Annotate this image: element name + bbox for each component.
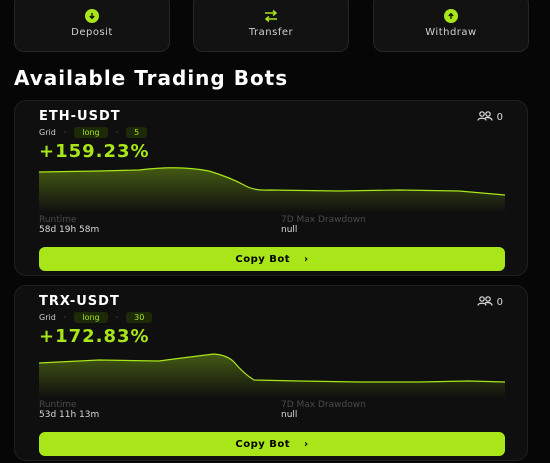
direction-tag: long bbox=[74, 312, 108, 323]
copy-bot-button[interactable]: Copy Bot › bbox=[39, 432, 505, 456]
drawdown-value: null bbox=[281, 225, 298, 235]
separator-dot: · bbox=[115, 128, 119, 137]
return-percentage: +159.23% bbox=[39, 141, 150, 162]
runtime-value: 58d 19h 58m bbox=[39, 225, 100, 235]
copiers-value: 0 bbox=[496, 297, 503, 308]
sparkline-line bbox=[39, 353, 505, 383]
copiers-value: 0 bbox=[496, 112, 503, 123]
chevron-right-icon: › bbox=[304, 438, 309, 450]
leverage-tag: 5 bbox=[126, 127, 148, 138]
strategy-label: Grid bbox=[39, 128, 56, 137]
leverage-tag: 30 bbox=[126, 312, 153, 323]
swap-arrows-icon bbox=[263, 8, 279, 27]
strategy-label: Grid bbox=[39, 313, 56, 322]
bot-tags: Grid · long · 30 bbox=[39, 312, 153, 323]
return-percentage: +172.83% bbox=[39, 326, 150, 347]
copy-bot-label: Copy Bot bbox=[235, 253, 290, 265]
withdraw-label: Withdraw bbox=[425, 27, 477, 38]
chevron-right-icon: › bbox=[304, 253, 309, 265]
drawdown-label: 7D Max Drawdown bbox=[281, 215, 366, 225]
runtime-stat: Runtime 58d 19h 58m bbox=[39, 215, 99, 236]
sparkline-line bbox=[39, 167, 505, 196]
separator-dot: · bbox=[63, 128, 67, 137]
deposit-label: Deposit bbox=[71, 27, 113, 38]
runtime-label: Runtime bbox=[39, 215, 77, 225]
copy-bot-label: Copy Bot bbox=[235, 438, 290, 450]
arrow-down-circle-icon bbox=[85, 9, 99, 23]
bot-tags: Grid · long · 5 bbox=[39, 127, 148, 138]
drawdown-stat: 7D Max Drawdown null bbox=[281, 215, 366, 236]
runtime-label: Runtime bbox=[39, 400, 77, 410]
bot-pair: ETH-USDT bbox=[39, 109, 121, 124]
separator-dot: · bbox=[115, 313, 119, 322]
users-icon bbox=[477, 111, 493, 124]
separator-dot: · bbox=[63, 313, 67, 322]
drawdown-stat: 7D Max Drawdown null bbox=[281, 400, 366, 421]
arrow-up-circle-icon bbox=[444, 9, 458, 23]
direction-tag: long bbox=[74, 127, 108, 138]
transfer-button[interactable]: Transfer bbox=[193, 0, 349, 52]
copiers-count: 0 bbox=[477, 111, 503, 124]
performance-sparkline bbox=[39, 167, 505, 213]
withdraw-button[interactable]: Withdraw bbox=[373, 0, 529, 52]
bot-card-trx-usdt: TRX-USDT 0 Grid · long · 30 +172.83% bbox=[14, 285, 528, 461]
drawdown-value: null bbox=[281, 410, 298, 420]
performance-sparkline bbox=[39, 353, 505, 398]
deposit-button[interactable]: Deposit bbox=[14, 0, 170, 52]
users-icon bbox=[477, 296, 493, 309]
drawdown-label: 7D Max Drawdown bbox=[281, 400, 366, 410]
bot-pair: TRX-USDT bbox=[39, 294, 120, 309]
bot-card-eth-usdt: ETH-USDT 0 Grid · long · 5 +159.23% R bbox=[14, 100, 528, 276]
section-title: Available Trading Bots bbox=[14, 66, 289, 90]
sparkline-area bbox=[39, 354, 505, 398]
copy-bot-button[interactable]: Copy Bot › bbox=[39, 247, 505, 271]
quick-actions-bar: Deposit Transfer Withdraw bbox=[0, 0, 550, 54]
runtime-value: 53d 11h 13m bbox=[39, 410, 100, 420]
transfer-label: Transfer bbox=[248, 27, 294, 38]
runtime-stat: Runtime 53d 11h 13m bbox=[39, 400, 99, 421]
copiers-count: 0 bbox=[477, 296, 503, 309]
